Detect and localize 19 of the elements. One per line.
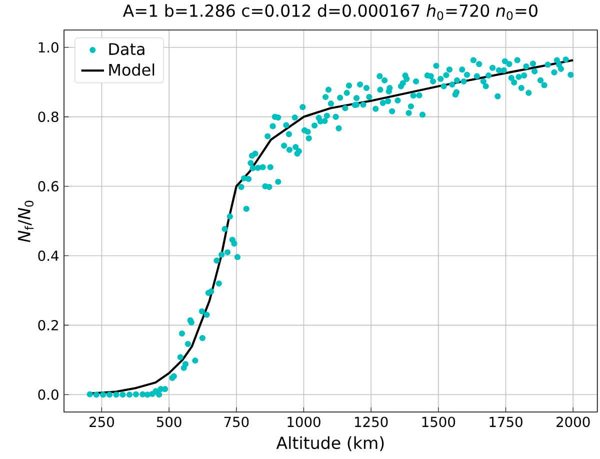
x-tick-label: 1500 (422, 416, 456, 428)
legend-label: Data (109, 43, 144, 56)
y-tick-label: 0.8 (38, 112, 58, 122)
y-tick-label: 0.4 (38, 250, 59, 261)
x-tick-label: 750 (224, 416, 249, 428)
x-tick-label: 1250 (355, 416, 388, 428)
x-tick-label: 250 (90, 416, 114, 428)
x-tick-label: 500 (156, 416, 182, 428)
chart-title: A=1 b=1.286 c=0.012 d=0.000167 h$_{0}$=720 n$_{0}$=0 (122, 4, 538, 20)
y-axis-title: N$_{f}$/N$_{0}$ (18, 200, 34, 242)
y-tick-label: 0.2 (38, 320, 58, 330)
x-axis-title: Altitude (km) (276, 436, 384, 452)
x-tick-label: 1750 (490, 416, 522, 428)
x-tick-label: 1000 (288, 416, 320, 428)
y-tick-label: 1.0 (38, 42, 58, 53)
y-tick-label: 0.0 (38, 389, 58, 400)
legend-label: Model (109, 63, 154, 76)
x-tick-label: 2000 (556, 416, 590, 428)
y-tick-label: 0.6 (38, 181, 58, 192)
